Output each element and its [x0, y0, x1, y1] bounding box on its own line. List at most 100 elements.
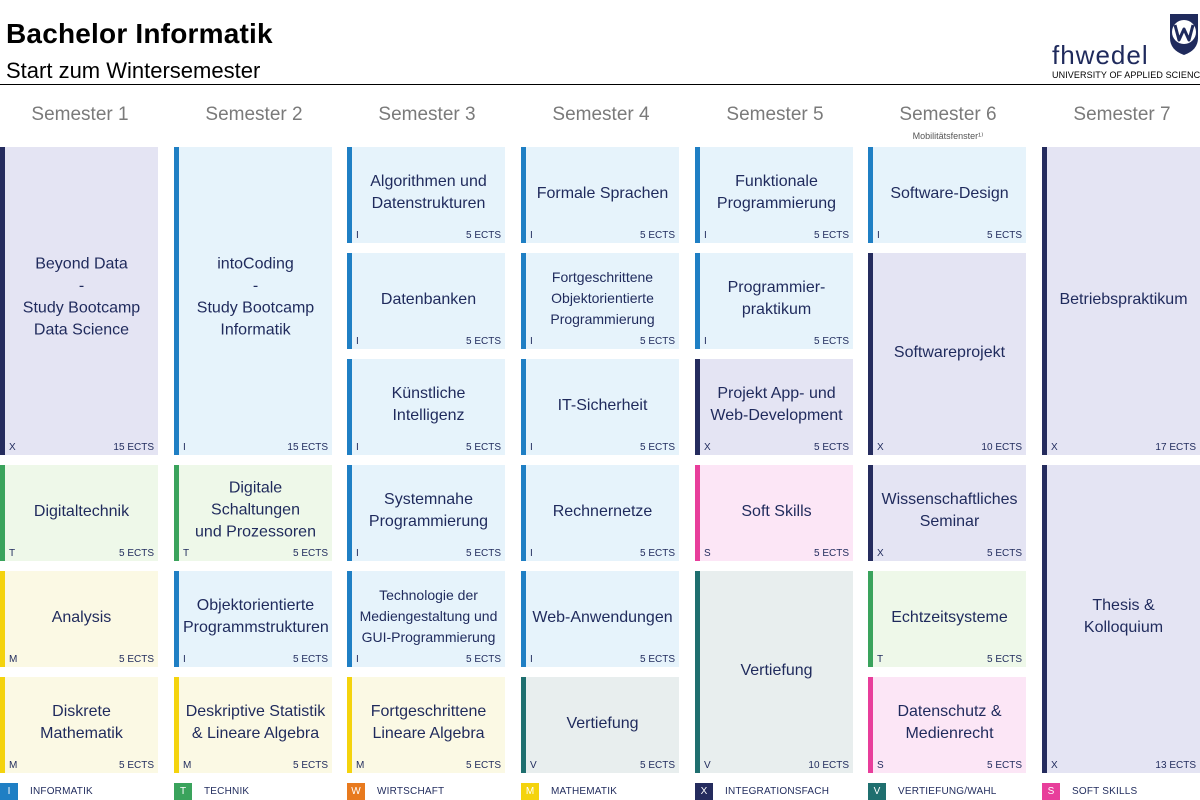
module-tile[interactable]: Technologie der Mediengestaltung und GUI… [347, 571, 505, 667]
module-ects: 13 ECTS [1155, 760, 1196, 771]
module-category-code: I [877, 230, 880, 241]
module-category-code: M [356, 760, 365, 771]
semester-heading: Semester 4 [552, 104, 650, 125]
module-name: Soft Skills [741, 503, 812, 521]
module-tile[interactable]: Digitaltechnik T 5 ECTS [0, 465, 158, 561]
module-ects: 5 ECTS [986, 760, 1022, 771]
module-category-code: M [9, 760, 18, 771]
module-category-code: I [356, 442, 359, 453]
module-tile[interactable]: Rechnernetze I 5 ECTS [521, 465, 679, 561]
module-name: Formale Sprachen [536, 185, 669, 203]
module-name: Rechnernetze [552, 503, 653, 521]
module-tile[interactable]: Soft Skills S 5 ECTS [695, 465, 853, 561]
module-tile[interactable]: Funktionale Programmierung I 5 ECTS [695, 147, 853, 243]
module-tile[interactable]: Formale Sprachen I 5 ECTS [521, 147, 679, 243]
module-name: Diskrete Mathematik [40, 703, 123, 743]
module-category-code: T [183, 548, 190, 559]
module-tile[interactable]: Programmier- praktikum I 5 ECTS [695, 253, 853, 349]
legend-label: INFORMATIK [30, 786, 93, 797]
module-tile[interactable]: Fortgeschrittene Objektorientierte Progr… [521, 253, 679, 349]
category-legend: I INFORMATIK T TECHNIK W WIRTSCHAFT M MATHEMATI… [0, 783, 1200, 800]
module-tile[interactable]: Algorithmen und Datenstrukturen I 5 ECTS [347, 147, 505, 243]
module-tile[interactable]: Web-Anwendungen I 5 ECTS [521, 571, 679, 667]
fh-wedel-logo: fhwedel UNIVERSITY OF APPLIED SCIENCES [1050, 10, 1200, 82]
module-ects: 5 ECTS [639, 442, 675, 453]
module-tile[interactable]: Echtzeitsysteme T 5 ECTS [868, 571, 1026, 667]
module-name: Projekt App- und Web-Development [710, 385, 843, 425]
module-tile[interactable]: Beyond Data - Study Bootcamp Data Scienc… [0, 147, 158, 455]
module-tile[interactable]: Diskrete Mathematik M 5 ECTS [0, 677, 158, 773]
module-name: Softwareprojekt [893, 344, 1006, 362]
module-tile[interactable]: Analysis M 5 ECTS [0, 571, 158, 667]
module-name: Objektorientierte Programmstrukturen [183, 597, 329, 637]
legend-label: VERTIEFUNG/WAHL [898, 786, 997, 797]
module-tile[interactable]: intoCoding - Study Bootcamp Informatik I 1… [174, 147, 332, 455]
module-name: Wissenschaftliches Seminar [881, 491, 1018, 531]
module-name: Systemnahe Programmierung [368, 491, 489, 531]
module-category-code: I [530, 230, 533, 241]
module-name: Deskriptive Statistik & Lineare Algebra [185, 703, 326, 743]
module-name: Technologie der Mediengestaltung und GUI… [359, 586, 498, 645]
module-ects: 5 ECTS [292, 548, 328, 559]
module-ects: 5 ECTS [465, 230, 501, 241]
module-tile[interactable]: Betriebspraktikum X 17 ECTS [1042, 147, 1200, 455]
module-ects: 5 ECTS [465, 654, 501, 665]
semester-heading: Semester 7 [1073, 104, 1171, 125]
module-ects: 17 ECTS [1155, 442, 1196, 453]
module-ects: 15 ECTS [287, 442, 328, 453]
module-tile[interactable]: Digitale Schaltungen und Prozessoren T 5 E… [174, 465, 332, 561]
module-tile[interactable]: Thesis & Kolloquium X 13 ECTS [1042, 465, 1200, 773]
module-category-code: S [704, 548, 711, 559]
module-category-code: I [704, 230, 707, 241]
module-category-code: X [9, 442, 16, 453]
semester-heading: Semester 5 [726, 104, 824, 125]
module-tile[interactable]: Künstliche Intelligenz I 5 ECTS [347, 359, 505, 455]
module-category-code: T [877, 654, 884, 665]
module-name: Vertiefung [740, 662, 813, 680]
module-category-code: I [704, 336, 707, 347]
module-category-code: X [877, 442, 884, 453]
legend-label: INTEGRATIONSFACH [725, 786, 830, 797]
module-tile[interactable]: Datenbanken I 5 ECTS [347, 253, 505, 349]
module-ects: 5 ECTS [118, 760, 154, 771]
module-ects: 10 ECTS [981, 442, 1022, 453]
module-name: Algorithmen und Datenstrukturen [370, 173, 487, 213]
module-ects: 5 ECTS [639, 654, 675, 665]
module-name: Künstliche Intelligenz [391, 385, 466, 425]
legend-swatch: T [174, 783, 192, 800]
legend-label: SOFT SKILLS [1072, 786, 1138, 797]
module-name: Software-Design [890, 185, 1009, 203]
module-category-code: M [183, 760, 192, 771]
legend-swatch: W [347, 783, 365, 800]
module-tile[interactable]: Softwareprojekt X 10 ECTS [868, 253, 1026, 455]
legend-swatch: S [1042, 783, 1060, 800]
module-ects: 5 ECTS [639, 336, 675, 347]
module-name: Betriebspraktikum [1059, 291, 1188, 309]
module-tile[interactable]: Vertiefung V 5 ECTS [521, 677, 679, 773]
module-tile[interactable]: Vertiefung V 10 ECTS [695, 571, 853, 773]
module-tile[interactable]: Objektorientierte Programmstrukturen I 5 E… [174, 571, 332, 667]
module-category-code: X [1051, 760, 1058, 771]
module-tile[interactable]: Datenschutz & Medienrecht S 5 ECTS [868, 677, 1026, 773]
module-tile[interactable]: Systemnahe Programmierung I 5 ECTS [347, 465, 505, 561]
module-category-code: V [530, 760, 537, 771]
module-tile[interactable]: Software-Design I 5 ECTS [868, 147, 1026, 243]
module-name: Fortgeschrittene Objektorientierte Progr… [550, 268, 655, 327]
module-tile[interactable]: Wissenschaftliches Seminar X 5 ECTS [868, 465, 1026, 561]
module-tile[interactable]: Fortgeschrittene Lineare Algebra M 5 ECTS [347, 677, 505, 773]
module-ects: 5 ECTS [639, 230, 675, 241]
module-ects: 5 ECTS [813, 548, 849, 559]
module-name: Analysis [51, 609, 112, 627]
module-ects: 5 ECTS [292, 760, 328, 771]
module-category-code: I [530, 654, 533, 665]
module-tile[interactable]: Projekt App- und Web-Development X 5 ECTS [695, 359, 853, 455]
module-name: Vertiefung [566, 715, 639, 733]
module-tile[interactable]: Deskriptive Statistik & Lineare Algebra M… [174, 677, 332, 773]
module-tile[interactable]: IT-Sicherheit I 5 ECTS [521, 359, 679, 455]
logo-subline: UNIVERSITY OF APPLIED SCIENCES [1052, 70, 1200, 80]
semester-heading: Semester 1 [31, 104, 129, 125]
module-category-code: I [530, 336, 533, 347]
module-name: IT-Sicherheit [557, 397, 648, 415]
module-name: Web-Anwendungen [532, 609, 673, 627]
legend-swatch: V [868, 783, 886, 800]
